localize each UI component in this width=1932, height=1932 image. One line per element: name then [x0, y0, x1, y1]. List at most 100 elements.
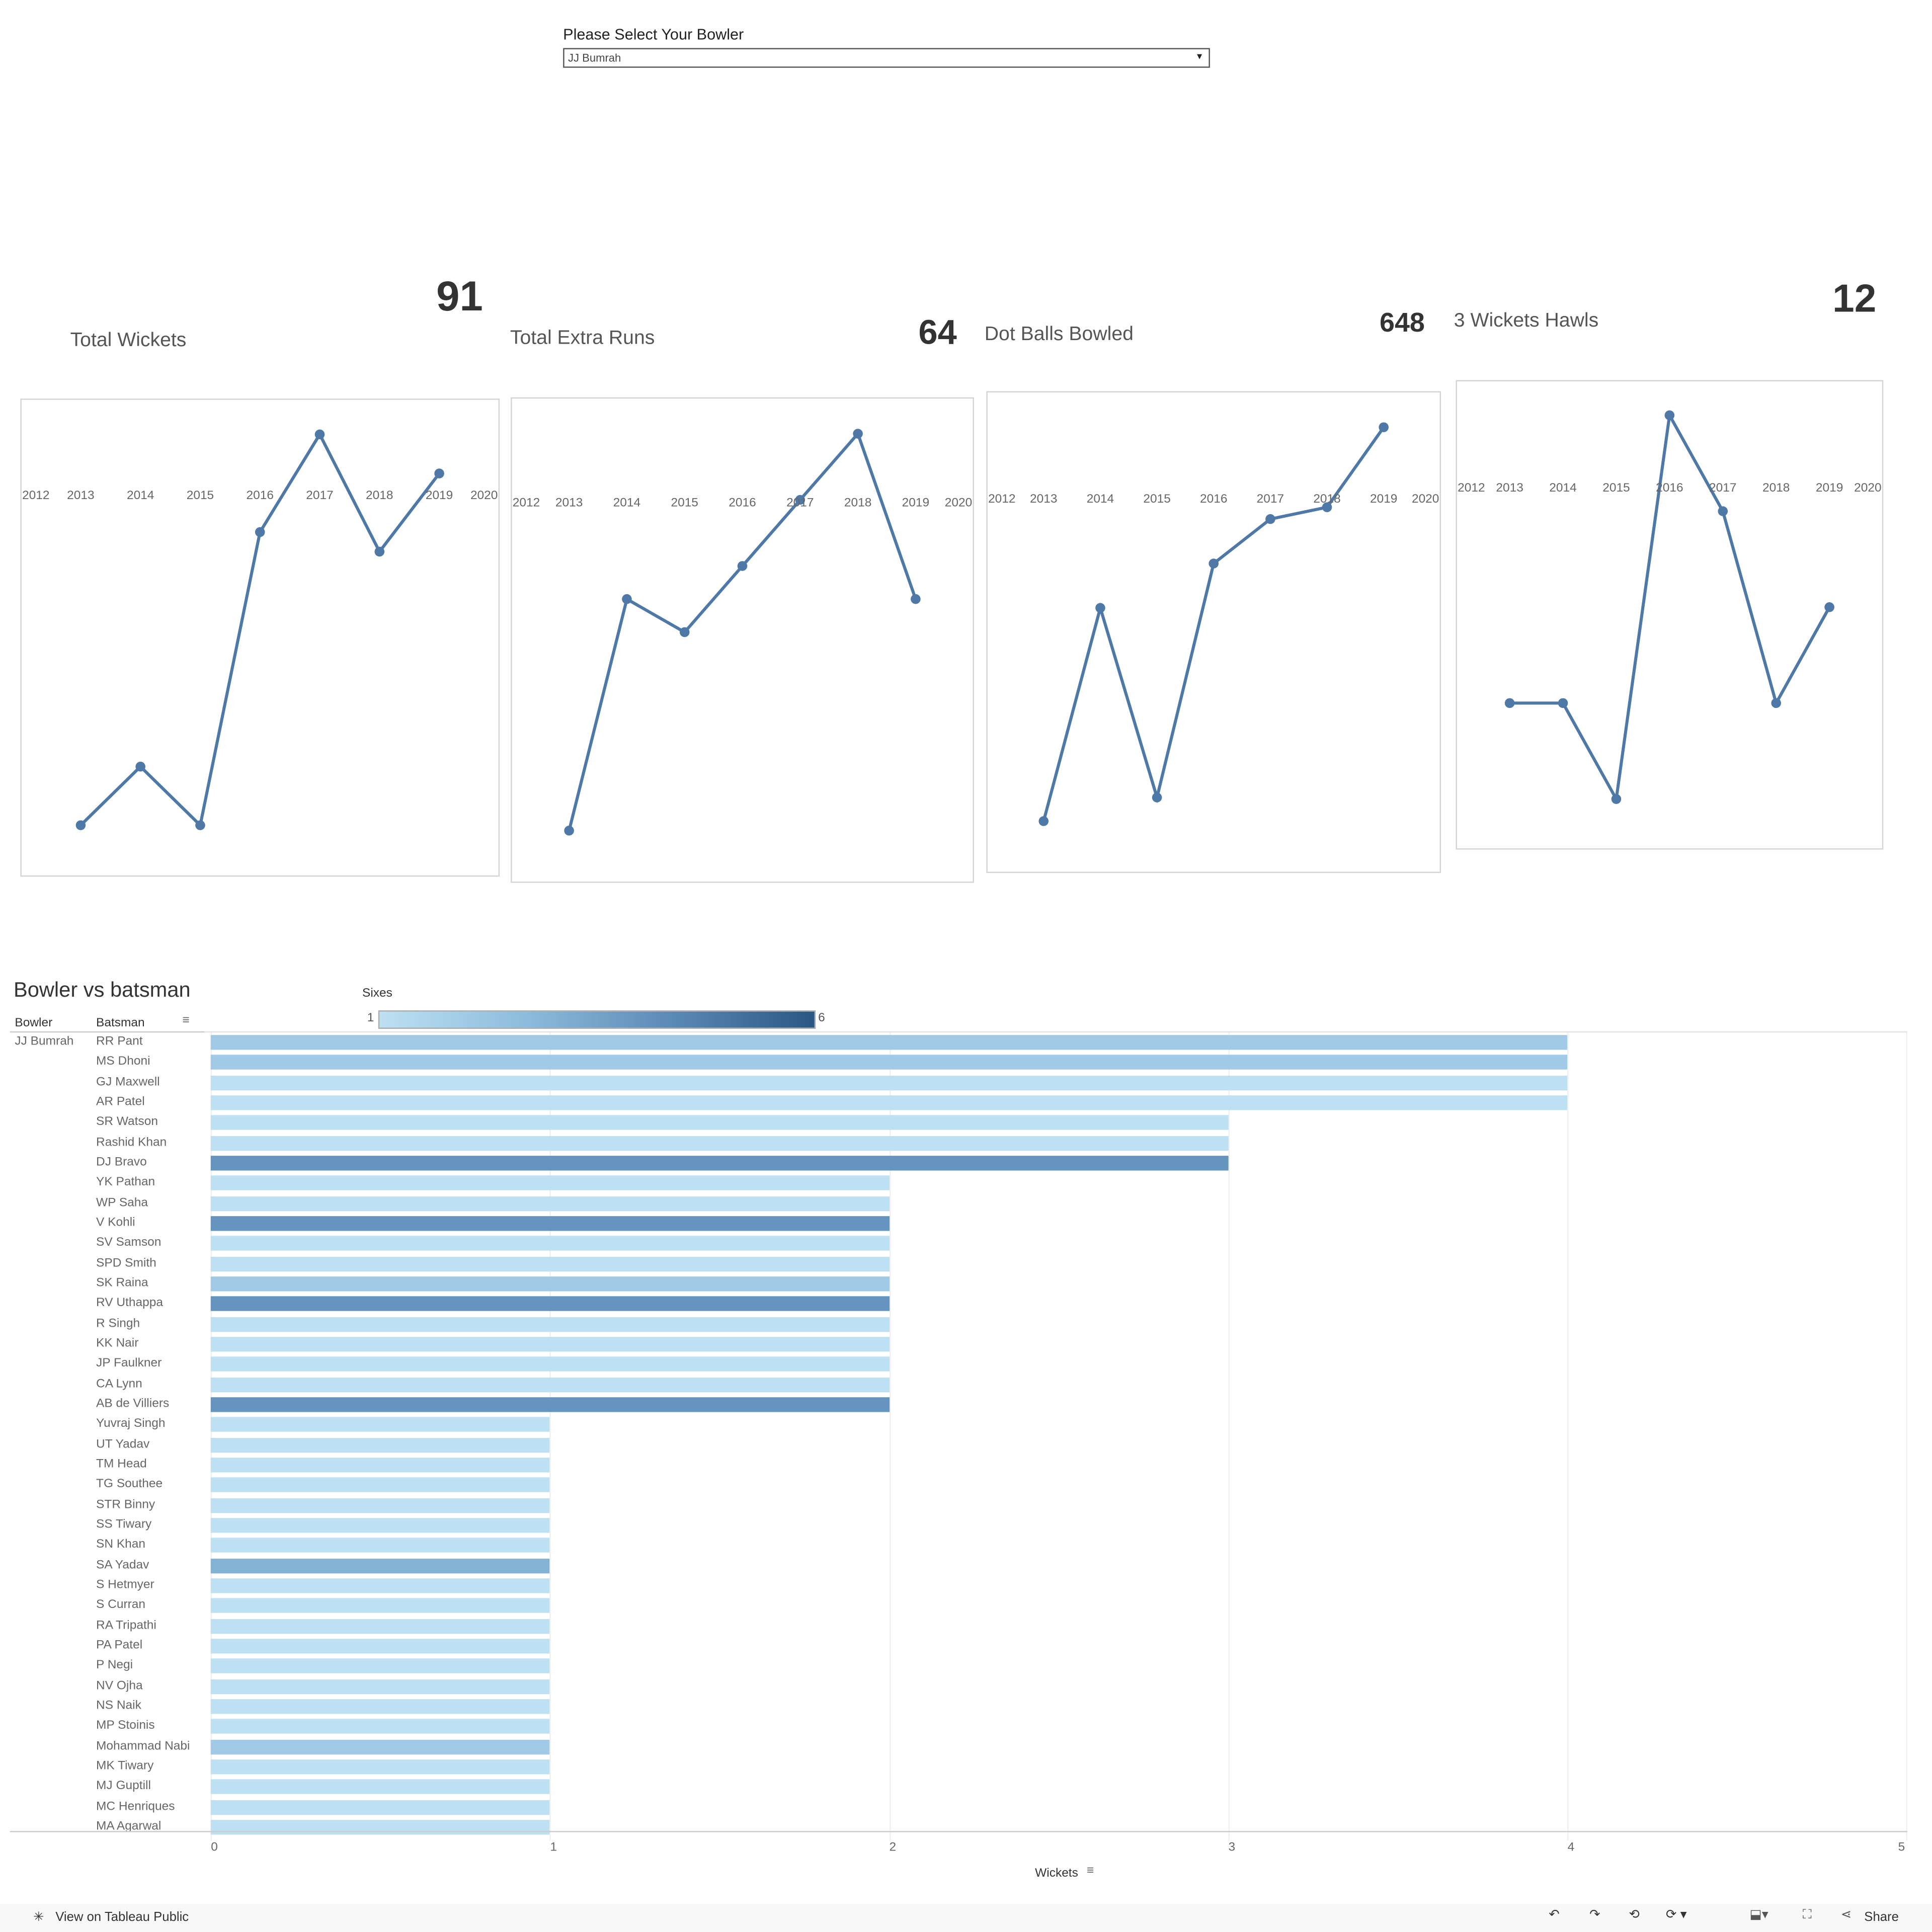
batsman-label: GJ Maxwell [96, 1075, 160, 1089]
footer-toolbar: ✳ View on Tableau Public ↶ ↷ ⟲ ⟳ ▾ ⬓▾ ⛶ … [0, 1903, 1932, 1932]
gridline [1906, 1032, 1908, 1841]
data-point[interactable] [737, 561, 748, 571]
wickets-bar[interactable] [210, 1216, 889, 1231]
batsman-label: UT Yadav [96, 1437, 150, 1451]
fullscreen-icon[interactable]: ⛶ [1802, 1907, 1812, 1922]
wickets-bar[interactable] [210, 1578, 550, 1593]
refresh-icon[interactable]: ⟳ ▾ [1666, 1907, 1687, 1922]
data-point[interactable] [135, 761, 145, 772]
sort-wickets-icon[interactable]: ≡ [1087, 1864, 1094, 1878]
wickets-bar[interactable] [210, 1075, 1568, 1090]
data-point[interactable] [564, 826, 574, 836]
revert-icon[interactable]: ⟲ [1629, 1907, 1640, 1922]
wickets-bar[interactable] [210, 1136, 1229, 1151]
wickets-bar[interactable] [210, 1457, 550, 1473]
data-point[interactable] [795, 495, 806, 505]
wickets-bar[interactable] [210, 1397, 889, 1412]
data-point[interactable] [1558, 698, 1568, 708]
x-tick-label: 2012 [1458, 481, 1485, 495]
wickets-bar[interactable] [210, 1638, 550, 1654]
data-point[interactable] [434, 468, 444, 478]
wickets-bar[interactable] [210, 1719, 550, 1734]
batsman-column-header[interactable]: Batsman [96, 1016, 145, 1030]
download-icon[interactable]: ⬓▾ [1749, 1907, 1768, 1922]
x-tick-label: 2016 [1656, 481, 1683, 495]
batsman-label: MJ Guptill [96, 1779, 151, 1793]
wickets-bar[interactable] [210, 1517, 550, 1533]
data-point[interactable] [1664, 410, 1675, 421]
wickets-bar[interactable] [210, 1095, 1568, 1110]
data-point[interactable] [1265, 514, 1275, 524]
data-point[interactable] [679, 627, 690, 637]
data-point[interactable] [853, 429, 863, 439]
wickets-bar[interactable] [210, 1317, 889, 1332]
wickets-bar[interactable] [210, 1678, 550, 1694]
wickets-bar[interactable] [210, 1377, 889, 1392]
wickets-bar[interactable] [210, 1035, 1568, 1050]
wickets-bar[interactable] [210, 1618, 550, 1634]
wickets-bar[interactable] [210, 1336, 889, 1352]
share-icon[interactable]: ⋖ [1840, 1907, 1852, 1922]
bowler-vs-batsman-title: Bowler vs batsman [13, 978, 191, 1002]
x-axis-line [10, 1831, 1908, 1832]
batsman-label: AB de Villiers [96, 1397, 170, 1411]
data-point[interactable] [622, 594, 632, 604]
data-point[interactable] [1379, 422, 1389, 433]
data-point[interactable] [1095, 603, 1105, 613]
data-point[interactable] [1209, 558, 1219, 569]
redo-icon[interactable]: ↷ [1589, 1907, 1600, 1922]
data-point[interactable] [1611, 794, 1622, 804]
wickets-bar[interactable] [210, 1819, 550, 1835]
bowler-dropdown[interactable]: JJ Bumrah ▼ [563, 48, 1210, 68]
undo-icon[interactable]: ↶ [1549, 1907, 1560, 1922]
data-point[interactable] [1152, 792, 1162, 802]
batsman-label: V Kohli [96, 1216, 135, 1230]
data-point[interactable] [911, 594, 921, 604]
wickets-bar[interactable] [210, 1558, 550, 1573]
data-point[interactable] [1718, 506, 1728, 516]
wickets-bar[interactable] [210, 1437, 550, 1453]
wickets-bar[interactable] [210, 1055, 1568, 1070]
wickets-bar[interactable] [210, 1297, 889, 1312]
data-point[interactable] [75, 820, 86, 831]
batsman-label: SR Watson [96, 1115, 158, 1130]
wickets-bar[interactable] [210, 1115, 1229, 1131]
x-tick-label: 2012 [988, 492, 1015, 506]
wickets-bar[interactable] [210, 1598, 550, 1614]
wickets-bar[interactable] [210, 1799, 550, 1815]
sort-icon[interactable]: ≡ [182, 1014, 190, 1028]
wickets-bar[interactable] [210, 1196, 889, 1211]
wickets-bar[interactable] [210, 1236, 889, 1251]
wickets-bar[interactable] [210, 1699, 550, 1714]
batsman-label: TG Southee [96, 1477, 163, 1491]
wickets-bar[interactable] [210, 1538, 550, 1553]
data-point[interactable] [374, 546, 385, 557]
wickets-bar[interactable] [210, 1477, 550, 1493]
wickets-bar[interactable] [210, 1176, 889, 1191]
data-point[interactable] [1771, 698, 1782, 708]
share-button[interactable]: Share [1864, 1909, 1899, 1925]
data-point[interactable] [314, 429, 325, 440]
data-point[interactable] [1322, 502, 1332, 512]
data-point[interactable] [255, 527, 265, 537]
gridline [210, 1032, 212, 1841]
wickets-bar[interactable] [210, 1739, 550, 1754]
wickets-bar[interactable] [210, 1497, 550, 1513]
data-point[interactable] [1038, 816, 1049, 826]
data-point[interactable] [195, 820, 205, 831]
series-line [1509, 410, 1831, 804]
wickets-bar[interactable] [210, 1276, 889, 1292]
wickets-bar[interactable] [210, 1658, 550, 1674]
x-tick-label: 2017 [1257, 492, 1284, 506]
wickets-bar[interactable] [210, 1759, 550, 1775]
data-point[interactable] [1824, 602, 1834, 612]
bowler-column-header[interactable]: Bowler [15, 1016, 53, 1030]
data-point[interactable] [1504, 698, 1515, 708]
wickets-bar[interactable] [210, 1417, 550, 1432]
gridline [549, 1032, 551, 1841]
wickets-bar[interactable] [210, 1356, 889, 1372]
wickets-bar[interactable] [210, 1256, 889, 1271]
wickets-bar[interactable] [210, 1156, 1229, 1171]
wickets-bar[interactable] [210, 1779, 550, 1795]
view-on-tableau-link[interactable]: View on Tableau Public [55, 1909, 189, 1925]
